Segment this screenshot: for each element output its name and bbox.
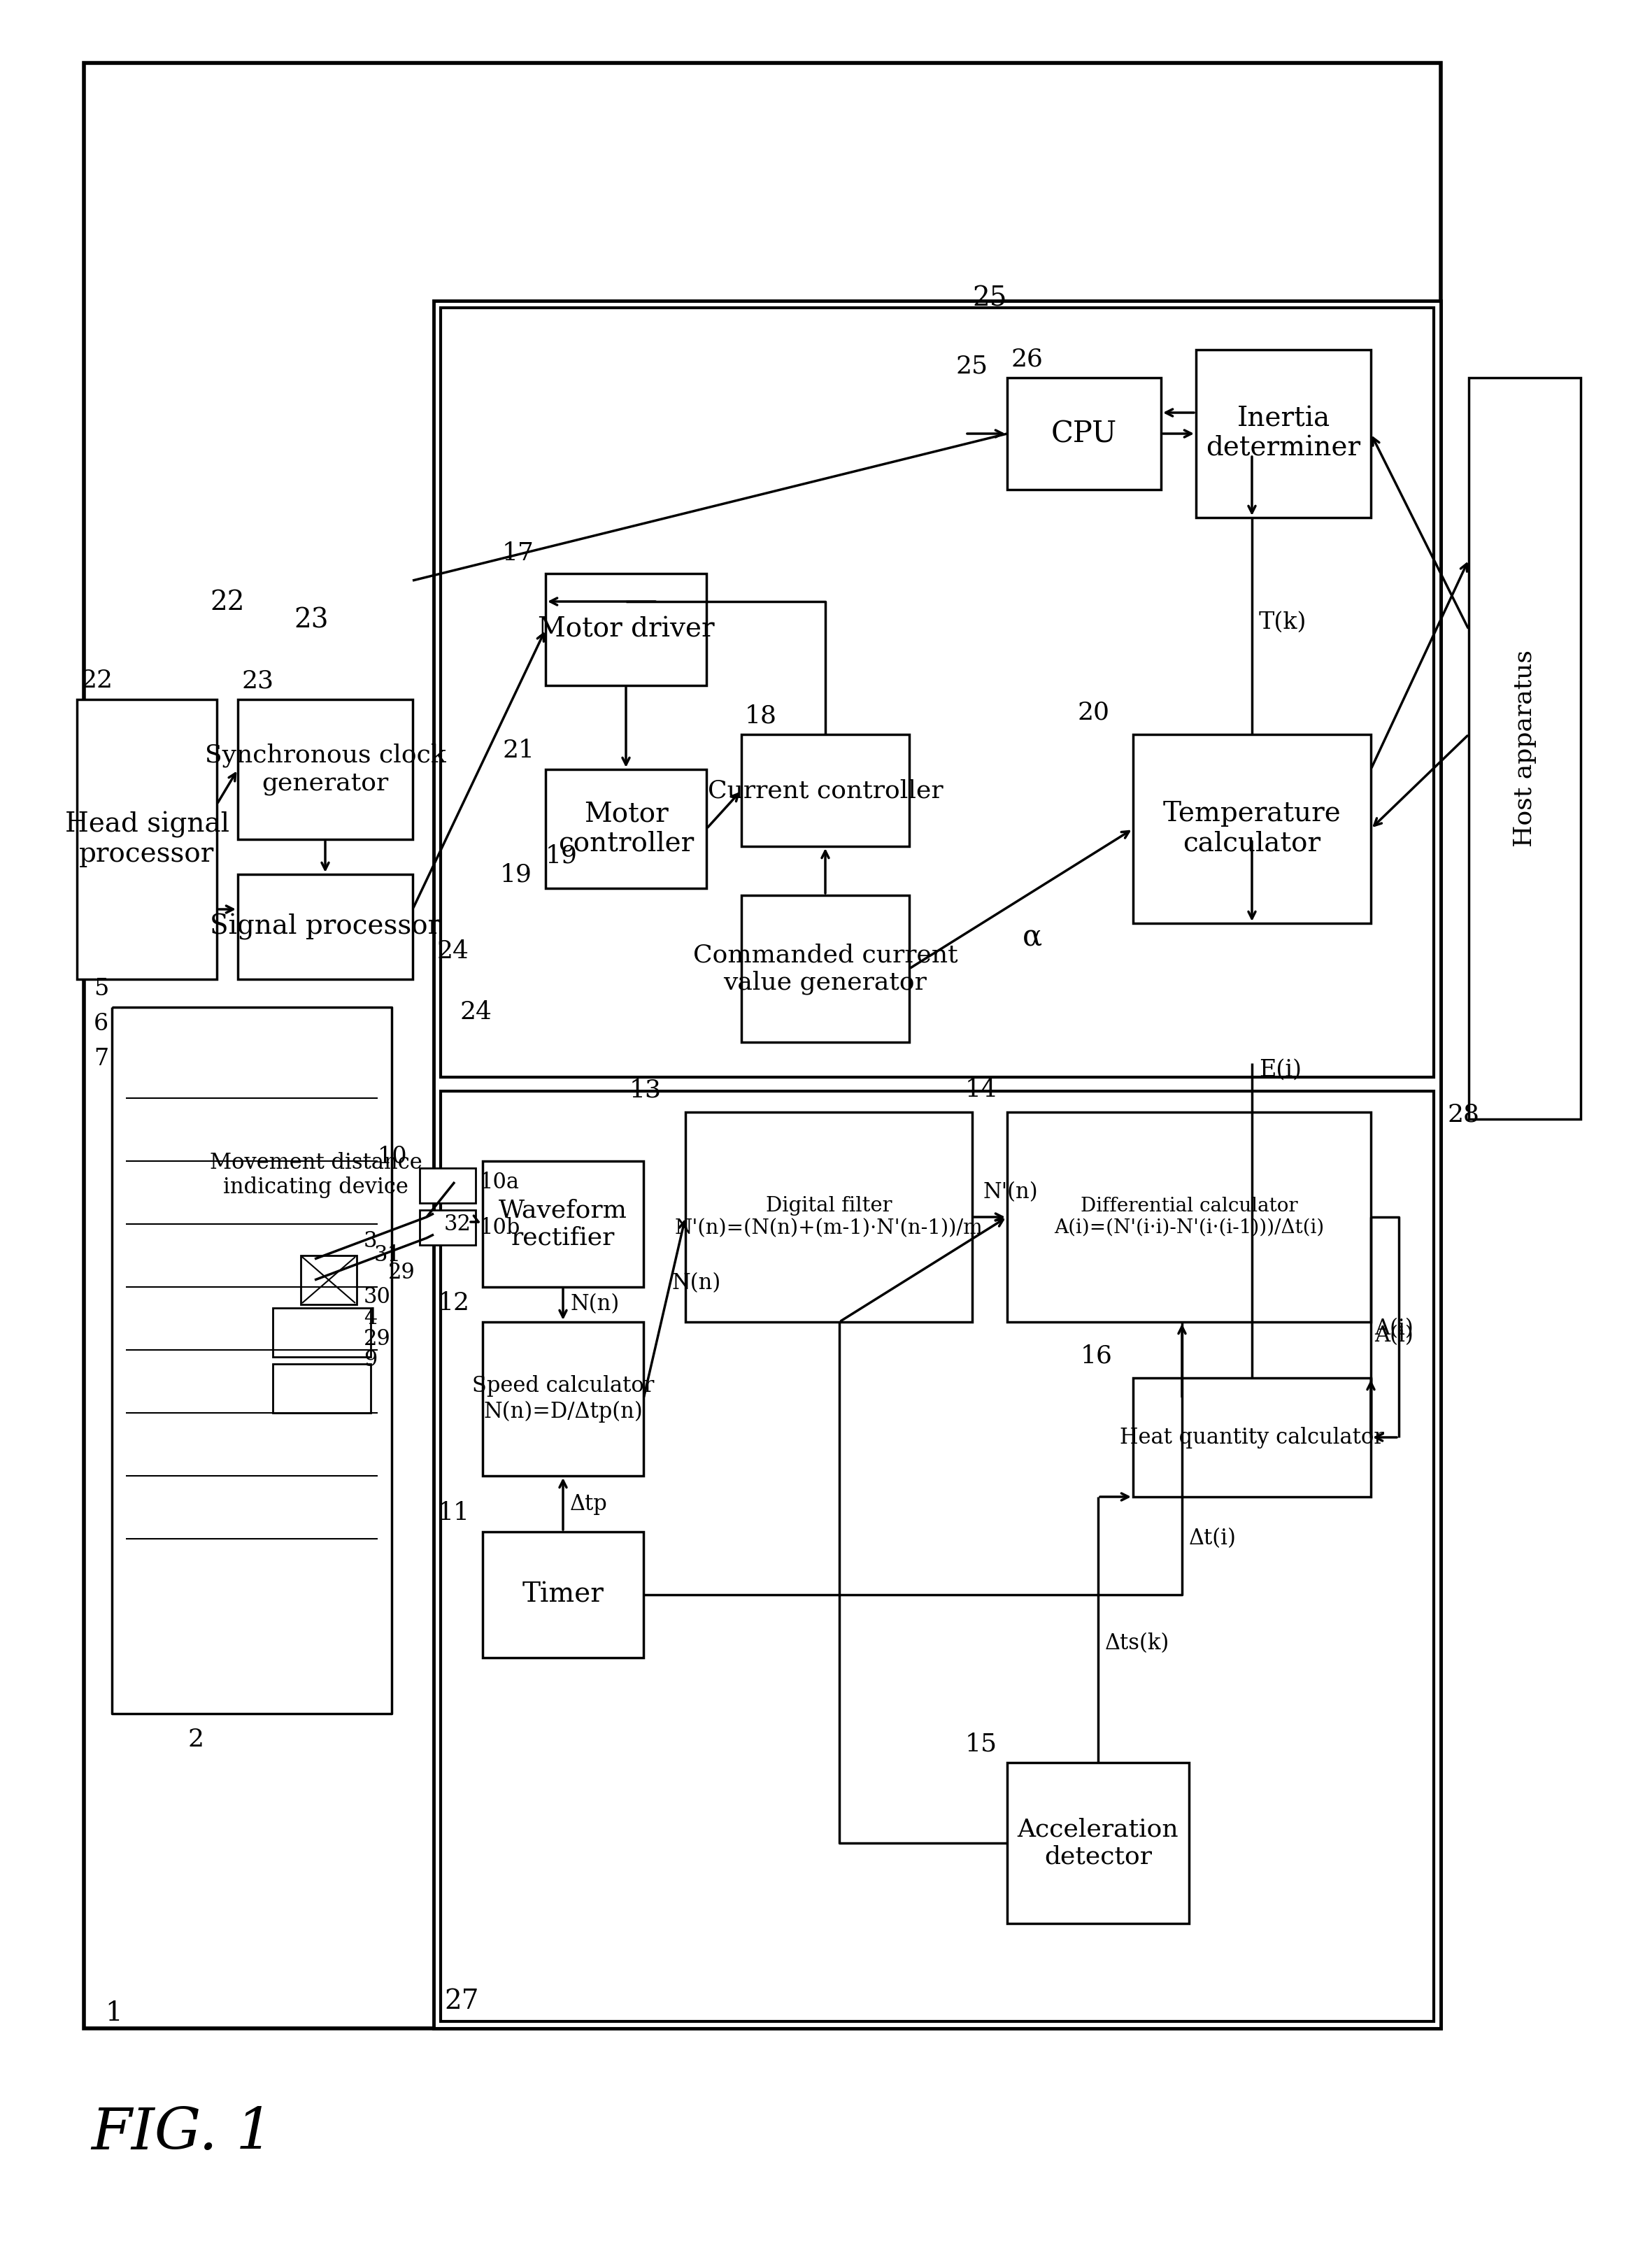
Text: 6: 6: [94, 1013, 109, 1036]
Text: 31: 31: [375, 1244, 401, 1267]
Text: 2: 2: [188, 1728, 203, 1751]
Text: 16: 16: [1080, 1344, 1113, 1369]
Text: E(i): E(i): [1259, 1059, 1302, 1081]
Text: Signal processor: Signal processor: [210, 914, 441, 941]
Text: 19: 19: [545, 844, 578, 866]
Text: Differential calculator
A(i)=(N'(i·i)-N'(i·(i-1)))/Δt(i): Differential calculator A(i)=(N'(i·i)-N'…: [1054, 1197, 1323, 1237]
FancyBboxPatch shape: [1008, 1113, 1371, 1321]
Text: N(n): N(n): [671, 1271, 720, 1294]
FancyBboxPatch shape: [482, 1531, 644, 1658]
Text: A(i): A(i): [1374, 1326, 1414, 1346]
Text: Inertia
determiner: Inertia determiner: [1206, 405, 1361, 461]
Text: Head signal
processor: Head signal processor: [64, 812, 230, 869]
Text: 23: 23: [294, 606, 329, 633]
FancyBboxPatch shape: [1469, 378, 1581, 1120]
Text: 9: 9: [363, 1348, 377, 1371]
Text: 22: 22: [210, 590, 244, 615]
FancyBboxPatch shape: [1133, 1378, 1371, 1497]
Text: 10a: 10a: [479, 1172, 519, 1192]
Text: α: α: [1023, 923, 1042, 952]
FancyBboxPatch shape: [273, 1364, 370, 1414]
Text: 28: 28: [1447, 1102, 1480, 1126]
Text: Motor
controller: Motor controller: [558, 801, 694, 857]
FancyBboxPatch shape: [1008, 1762, 1189, 1923]
Text: Waveform
rectifier: Waveform rectifier: [499, 1199, 628, 1249]
Text: 21: 21: [502, 740, 534, 762]
Text: Δt(i): Δt(i): [1189, 1527, 1236, 1549]
Text: Host apparatus: Host apparatus: [1513, 649, 1536, 846]
Text: 3: 3: [363, 1231, 377, 1251]
Text: 12: 12: [438, 1292, 471, 1314]
Text: Speed calculator
N(n)=D/Δtp(n): Speed calculator N(n)=D/Δtp(n): [472, 1375, 654, 1423]
Text: 13: 13: [629, 1077, 662, 1102]
Text: Temperature
calculator: Temperature calculator: [1163, 801, 1341, 857]
Text: 10b: 10b: [479, 1217, 520, 1237]
Text: 5: 5: [94, 977, 109, 1000]
Text: Digital filter
N'(n)=(N(n)+(m-1)·N'(n-1))/m: Digital filter N'(n)=(N(n)+(m-1)·N'(n-1)…: [674, 1197, 983, 1237]
Text: T(k): T(k): [1259, 611, 1307, 633]
Text: Heat quantity calculator: Heat quantity calculator: [1120, 1427, 1384, 1448]
Text: 25: 25: [957, 353, 988, 378]
Text: 27: 27: [444, 1988, 479, 2015]
Text: 11: 11: [438, 1502, 471, 1525]
FancyBboxPatch shape: [420, 1167, 476, 1203]
Text: 18: 18: [745, 703, 776, 728]
Text: 1: 1: [106, 2000, 122, 2027]
Text: FIG. 1: FIG. 1: [91, 2106, 273, 2160]
FancyBboxPatch shape: [84, 63, 1441, 2029]
FancyBboxPatch shape: [1133, 735, 1371, 923]
FancyBboxPatch shape: [482, 1160, 644, 1287]
Text: Synchronous clock
generator: Synchronous clock generator: [205, 744, 446, 796]
Text: 23: 23: [241, 670, 274, 692]
Text: Timer: Timer: [522, 1581, 605, 1608]
Text: CPU: CPU: [1051, 418, 1117, 448]
FancyBboxPatch shape: [1008, 378, 1161, 489]
FancyBboxPatch shape: [273, 1307, 370, 1357]
FancyBboxPatch shape: [420, 1210, 476, 1244]
FancyBboxPatch shape: [441, 1090, 1434, 2022]
Text: 19: 19: [499, 862, 532, 887]
FancyBboxPatch shape: [545, 575, 707, 685]
FancyBboxPatch shape: [78, 699, 216, 979]
Text: Δtp: Δtp: [570, 1493, 608, 1516]
Text: 10: 10: [378, 1145, 408, 1167]
Text: 29: 29: [363, 1328, 392, 1350]
Text: 24: 24: [459, 1000, 492, 1025]
Text: 26: 26: [1011, 346, 1042, 371]
FancyBboxPatch shape: [742, 896, 909, 1043]
Text: 14: 14: [965, 1077, 998, 1102]
Text: 20: 20: [1077, 701, 1108, 724]
Text: 17: 17: [502, 541, 534, 566]
FancyBboxPatch shape: [1196, 351, 1371, 518]
Text: Commanded current
value generator: Commanded current value generator: [692, 943, 958, 995]
FancyBboxPatch shape: [238, 699, 413, 839]
Text: 32: 32: [444, 1212, 471, 1235]
Text: 29: 29: [388, 1262, 415, 1283]
Text: Acceleration
detector: Acceleration detector: [1018, 1816, 1180, 1868]
FancyBboxPatch shape: [433, 301, 1441, 2029]
Text: Δts(k): Δts(k): [1105, 1633, 1170, 1654]
FancyBboxPatch shape: [238, 875, 413, 979]
FancyBboxPatch shape: [482, 1321, 644, 1475]
Text: 30: 30: [363, 1287, 392, 1307]
Text: 24: 24: [436, 939, 469, 964]
FancyBboxPatch shape: [545, 769, 707, 889]
Text: Current controller: Current controller: [707, 778, 943, 803]
Text: 25: 25: [971, 285, 1006, 312]
Text: N(n): N(n): [570, 1294, 620, 1314]
FancyBboxPatch shape: [301, 1255, 357, 1305]
FancyBboxPatch shape: [441, 308, 1434, 1077]
Text: Movement distance
indicating device: Movement distance indicating device: [210, 1151, 423, 1199]
Text: 4: 4: [363, 1307, 377, 1330]
Text: 22: 22: [81, 670, 112, 692]
FancyBboxPatch shape: [742, 735, 909, 846]
Text: A(i): A(i): [1374, 1319, 1414, 1339]
Text: 15: 15: [965, 1733, 998, 1755]
Text: N'(n): N'(n): [983, 1181, 1037, 1203]
Text: Motor driver: Motor driver: [537, 618, 714, 642]
Text: 7: 7: [94, 1047, 109, 1070]
FancyBboxPatch shape: [686, 1113, 971, 1321]
